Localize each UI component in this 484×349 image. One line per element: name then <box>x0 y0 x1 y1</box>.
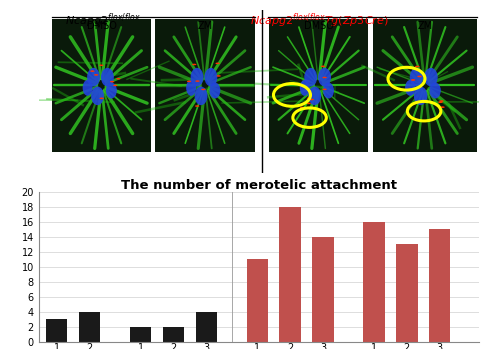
Ellipse shape <box>195 87 208 105</box>
Bar <box>363 222 385 342</box>
Circle shape <box>215 62 220 64</box>
Text: ZM: ZM <box>417 21 432 31</box>
Bar <box>396 244 418 342</box>
Circle shape <box>192 64 197 65</box>
Ellipse shape <box>414 87 427 105</box>
Circle shape <box>196 80 200 82</box>
Ellipse shape <box>91 87 104 105</box>
Bar <box>163 327 184 342</box>
Circle shape <box>322 77 327 78</box>
Circle shape <box>113 84 118 86</box>
Ellipse shape <box>424 68 438 87</box>
Bar <box>312 237 333 342</box>
Circle shape <box>99 97 104 99</box>
Ellipse shape <box>323 82 334 98</box>
Text: DMSO: DMSO <box>87 21 117 31</box>
Text: ZM: ZM <box>197 21 212 31</box>
Ellipse shape <box>318 68 331 87</box>
Circle shape <box>195 105 199 107</box>
Circle shape <box>110 81 114 82</box>
Text: The number of merotelic attachment: The number of merotelic attachment <box>121 179 397 192</box>
Circle shape <box>438 101 443 103</box>
Circle shape <box>411 79 415 81</box>
Ellipse shape <box>106 82 117 98</box>
Circle shape <box>322 89 327 90</box>
Circle shape <box>187 81 191 82</box>
Ellipse shape <box>191 68 203 87</box>
Bar <box>46 319 67 342</box>
Ellipse shape <box>210 82 220 98</box>
Text: $\it{Ncapg2}^{\it{flox/flox}}\it{Tg(Zp3Cre)}$: $\it{Ncapg2}^{\it{flox/flox}}\it{Tg(Zp3C… <box>250 11 389 30</box>
Ellipse shape <box>186 80 196 96</box>
Circle shape <box>321 66 325 67</box>
Ellipse shape <box>429 82 441 98</box>
Bar <box>429 229 451 342</box>
Ellipse shape <box>410 68 423 87</box>
Bar <box>279 207 301 342</box>
Circle shape <box>415 66 420 67</box>
Bar <box>247 259 268 342</box>
Ellipse shape <box>83 80 92 96</box>
Ellipse shape <box>101 68 114 87</box>
Ellipse shape <box>405 80 415 96</box>
Circle shape <box>408 89 412 90</box>
Ellipse shape <box>205 68 217 87</box>
Circle shape <box>439 100 444 102</box>
Ellipse shape <box>87 68 100 87</box>
Ellipse shape <box>304 68 317 87</box>
Bar <box>373 18 477 152</box>
Bar <box>196 312 217 342</box>
Circle shape <box>417 76 422 77</box>
Bar <box>79 312 100 342</box>
Bar <box>269 18 368 152</box>
Ellipse shape <box>300 80 310 96</box>
Text: $\it{Ncapg2}^{\it{flox/flox}}$: $\it{Ncapg2}^{\it{flox/flox}}$ <box>65 11 140 30</box>
Circle shape <box>216 75 221 77</box>
Circle shape <box>90 70 94 72</box>
Circle shape <box>309 99 314 100</box>
Circle shape <box>300 107 304 108</box>
Ellipse shape <box>308 87 321 105</box>
Circle shape <box>201 89 206 90</box>
Text: DMSO: DMSO <box>303 21 333 31</box>
Circle shape <box>94 74 98 76</box>
Bar <box>130 327 151 342</box>
Bar <box>52 18 151 152</box>
Circle shape <box>307 97 311 99</box>
Circle shape <box>99 65 104 66</box>
Circle shape <box>116 78 121 80</box>
Circle shape <box>440 106 445 108</box>
Bar <box>155 18 255 152</box>
Circle shape <box>306 103 311 104</box>
